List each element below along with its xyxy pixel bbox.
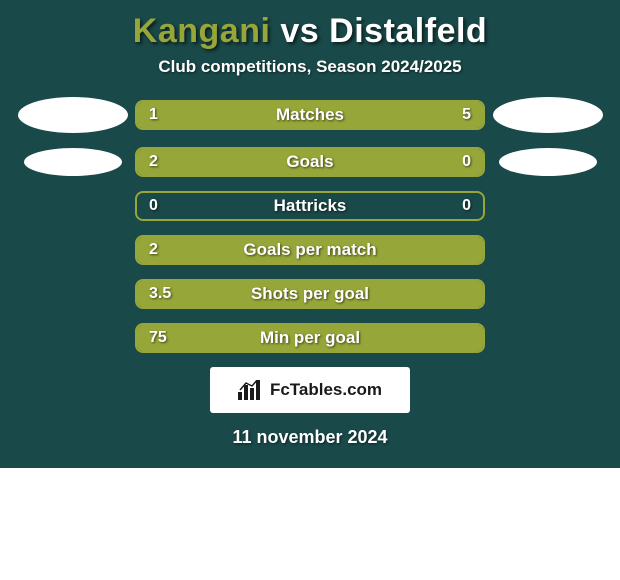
date-label: 11 november 2024 bbox=[10, 427, 610, 448]
stat-row: 15Matches bbox=[10, 97, 610, 133]
source-badge-text: FcTables.com bbox=[270, 380, 382, 400]
left-logo-slot bbox=[10, 97, 135, 133]
right-logo-slot bbox=[485, 97, 610, 133]
title-vs: vs bbox=[280, 12, 319, 50]
stat-bar: 75Min per goal bbox=[135, 323, 485, 353]
stats-container: 15Matches 20Goals 0 0Hattricks 2Goals per ma… bbox=[10, 97, 610, 353]
stat-row: 0 0Hattricks bbox=[10, 191, 610, 221]
subtitle: Club competitions, Season 2024/2025 bbox=[10, 57, 610, 77]
team-logo-placeholder bbox=[499, 148, 597, 176]
bar-fill-left bbox=[137, 281, 483, 307]
right-logo-slot bbox=[485, 148, 610, 176]
stat-bar: 0 0Hattricks bbox=[135, 191, 485, 221]
stat-value-right: 0 bbox=[462, 193, 471, 219]
stat-bar: 3.5Shots per goal bbox=[135, 279, 485, 309]
bar-fill-left bbox=[137, 237, 483, 263]
stat-row: 2Goals per match bbox=[10, 235, 610, 265]
stat-bar: 20Goals bbox=[135, 147, 485, 177]
team-logo-placeholder bbox=[18, 97, 128, 133]
stat-value-left: 0 bbox=[149, 193, 158, 219]
comparison-card: Kangani vs Distalfeld Club competitions,… bbox=[0, 0, 620, 468]
stat-bar: 15Matches bbox=[135, 100, 485, 130]
bar-fill-left bbox=[137, 102, 195, 128]
player2-name: Distalfeld bbox=[329, 12, 487, 50]
source-badge[interactable]: FcTables.com bbox=[210, 367, 410, 413]
stat-bar: 2Goals per match bbox=[135, 235, 485, 265]
team-logo-placeholder bbox=[24, 148, 122, 176]
stat-label: Hattricks bbox=[137, 193, 483, 219]
bar-fill-left bbox=[137, 325, 483, 351]
stat-row: 3.5Shots per goal bbox=[10, 279, 610, 309]
page-title: Kangani vs Distalfeld bbox=[10, 12, 610, 51]
team-logo-placeholder bbox=[493, 97, 603, 133]
stat-row: 75Min per goal bbox=[10, 323, 610, 353]
stat-row: 20Goals bbox=[10, 147, 610, 177]
bars-logo-icon bbox=[238, 380, 264, 400]
bar-fill-right bbox=[195, 102, 483, 128]
player1-name: Kangani bbox=[133, 12, 271, 50]
bar-fill-left bbox=[137, 149, 483, 175]
left-logo-slot bbox=[10, 148, 135, 176]
